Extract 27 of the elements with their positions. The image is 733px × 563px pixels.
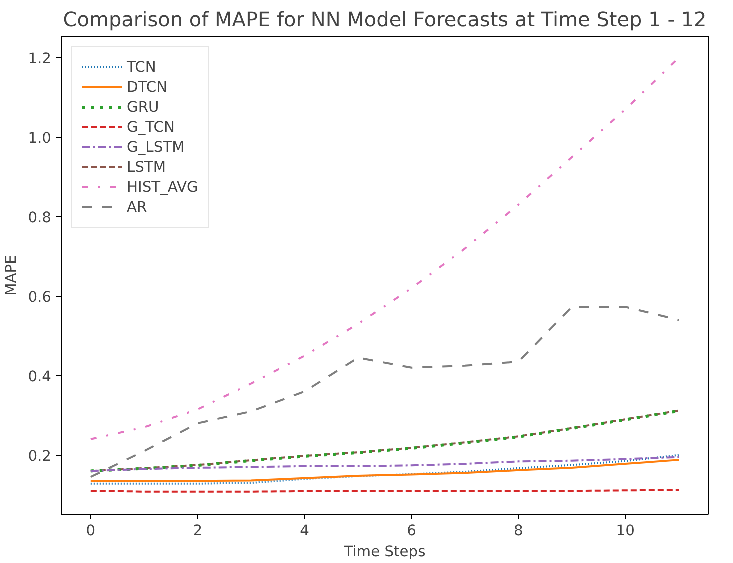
legend-label: TCN bbox=[127, 58, 156, 76]
y-tick-label: 1.0 bbox=[28, 130, 52, 147]
y-tick-label: 0.8 bbox=[28, 209, 52, 226]
y-tick-label: 0.4 bbox=[28, 368, 52, 386]
y-tick-label: 0.2 bbox=[28, 448, 52, 465]
x-tick-label: 6 bbox=[407, 522, 416, 540]
x-tick-label: 8 bbox=[514, 522, 524, 540]
legend-label: LSTM bbox=[127, 158, 166, 176]
line-series bbox=[90, 456, 680, 472]
chart-title: Comparison of MAPE for NN Model Forecasts at Time Step 1 - 12 bbox=[63, 8, 707, 32]
legend-label: HIST_AVG bbox=[127, 178, 198, 196]
legend-label: AR bbox=[127, 198, 148, 216]
x-axis-title: Time Steps bbox=[343, 544, 426, 560]
legend-label: G_LSTM bbox=[127, 138, 185, 156]
line-series bbox=[90, 454, 680, 485]
y-axis-title: MAPE bbox=[3, 255, 20, 296]
legend-label: G_TCN bbox=[127, 118, 175, 136]
x-tick-label: 0 bbox=[86, 522, 96, 540]
legend-label: GRU bbox=[127, 98, 160, 116]
legend-label: DTCN bbox=[127, 78, 168, 96]
x-tick-label: 4 bbox=[300, 522, 310, 540]
line-series bbox=[90, 459, 680, 482]
y-tick-label: 1.2 bbox=[28, 50, 52, 68]
x-tick-label: 10 bbox=[616, 522, 635, 540]
y-tick-label: 0.6 bbox=[28, 288, 52, 306]
line-series bbox=[90, 306, 680, 478]
x-tick-label: 2 bbox=[193, 522, 203, 540]
